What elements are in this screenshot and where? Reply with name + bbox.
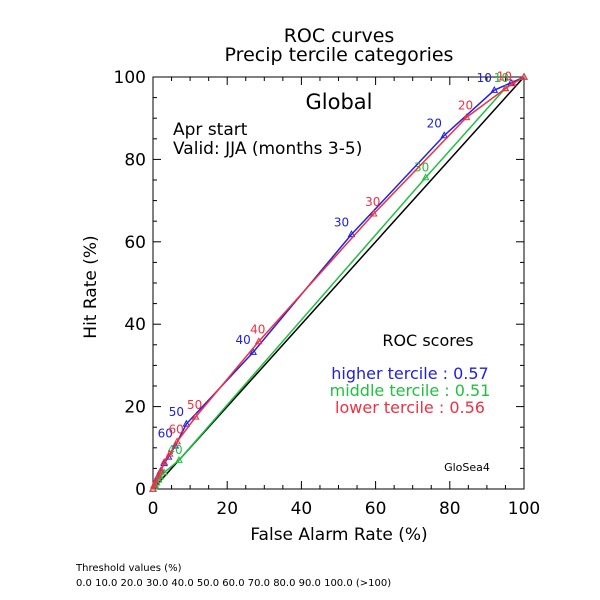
y-tick-label: 40: [124, 315, 146, 335]
no-skill-diagonal: [152, 76, 525, 490]
threshold-values: 0.0 10.0 20.0 30.0 40.0 50.0 60.0 70.0 8…: [76, 578, 392, 589]
roc-score-lower-tercile: lower tercile : 0.56: [335, 398, 485, 417]
chart-subtitle: Precip tercile categories: [225, 44, 454, 66]
data-point: [509, 79, 517, 87]
threshold-label: 50: [187, 398, 202, 412]
x-axis-label: False Alarm Rate (%): [250, 525, 427, 545]
x-tick-label: 40: [291, 499, 313, 519]
threshold-label: 60: [168, 423, 183, 437]
valid-label: Valid: JJA (months 3-5): [173, 139, 362, 159]
threshold-label: 50: [169, 405, 184, 419]
chart-title: ROC curves: [284, 25, 395, 47]
threshold-label: 60: [158, 427, 173, 441]
threshold-label: 30: [365, 195, 380, 209]
y-tick-label: 0: [135, 480, 146, 500]
threshold-label: 20: [427, 117, 442, 131]
data-point: [440, 131, 449, 139]
threshold-label: 20: [458, 98, 473, 112]
data-point: [160, 457, 168, 465]
data-point: [165, 449, 174, 457]
x-tick-label: 20: [216, 499, 238, 519]
data-point: [150, 481, 158, 488]
y-axis-label: Hit Rate (%): [81, 235, 101, 338]
start-label: Apr start: [173, 120, 248, 140]
data-point: [490, 85, 499, 93]
y-tick-label: 100: [114, 68, 146, 88]
y-tick-label: 20: [124, 398, 146, 418]
threshold-label: 10: [497, 70, 512, 84]
roc-score-middle-tercile: middle tercile : 0.51: [330, 381, 491, 400]
x-tick-label: 60: [365, 499, 387, 519]
data-point: [369, 209, 378, 217]
data-point: [520, 72, 528, 80]
data-point: [175, 455, 183, 463]
x-tick-label: 80: [439, 499, 461, 519]
region-label: Global: [306, 90, 373, 114]
data-point: [160, 459, 168, 467]
data-point: [160, 468, 168, 476]
data-point: [191, 412, 200, 420]
threshold-heading: Threshold values (%): [76, 563, 182, 574]
data-point: [154, 471, 163, 479]
roc-scores-heading: ROC scores: [382, 331, 473, 350]
threshold-label: 30: [334, 215, 349, 229]
data-point: [462, 113, 471, 121]
threshold-label: 40: [236, 333, 251, 347]
data-point: [149, 484, 157, 492]
plot-axes: 0 20 40 60 80 100 0 20 40 60 80 100: [114, 68, 541, 519]
model-label: GloSea4: [444, 461, 490, 474]
threshold-label: 10: [494, 71, 509, 85]
data-point: [182, 419, 191, 427]
data-point: [249, 347, 258, 355]
data-point: [173, 437, 181, 445]
roc-curve-lower-tercile: 60 50 40 30 20 10: [149, 70, 528, 492]
data-point: [171, 441, 180, 449]
x-tick-label: 0: [148, 499, 159, 519]
threshold-label: 10: [477, 71, 492, 85]
threshold-label: 40: [250, 323, 265, 337]
data-point: [501, 84, 510, 92]
data-point: [254, 337, 263, 345]
y-tick-label: 80: [124, 150, 146, 170]
diagonal-line: [152, 76, 525, 490]
threshold-label: 30: [414, 161, 429, 175]
x-tick-label: 100: [508, 499, 540, 519]
data-point: [347, 230, 356, 238]
data-point: [157, 466, 166, 474]
data-point: [152, 476, 160, 484]
roc-score-higher-tercile: higher tercile : 0.57: [331, 364, 488, 383]
data-point: [421, 173, 430, 181]
y-tick-label: 60: [124, 233, 146, 253]
